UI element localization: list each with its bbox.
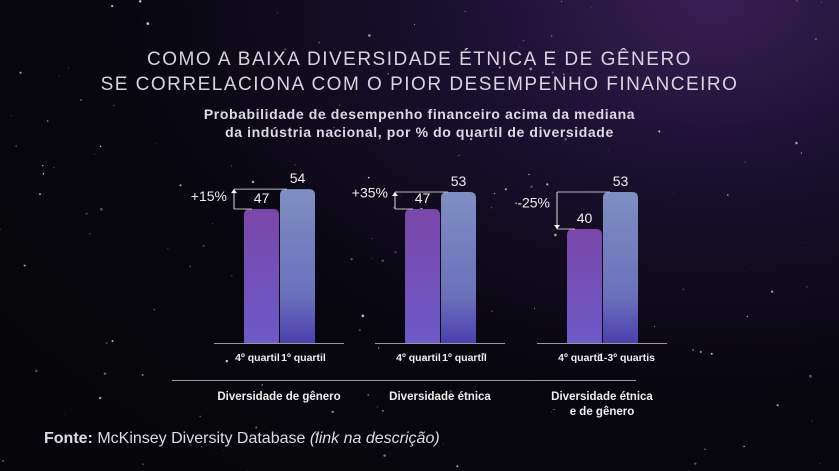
- category-label: 4º quartil: [235, 352, 280, 364]
- bar-value-label: 47: [415, 190, 431, 206]
- group-label: Diversidade étnica: [551, 391, 653, 403]
- category-label: 4º quartil: [558, 352, 603, 364]
- category-label: 1º quartil: [281, 352, 326, 364]
- group-label: Diversidade de gênero: [217, 391, 340, 403]
- source-label: Fonte:: [44, 430, 93, 447]
- source-text: McKinsey Diversity Database: [92, 430, 310, 447]
- group-label: e de gênero: [570, 406, 635, 418]
- arrow-head-icon: [231, 189, 237, 194]
- bar: [603, 191, 638, 343]
- source-note: Fonte: McKinsey Diversity Database (link…: [44, 430, 440, 448]
- chart-subtitle-line-2: da indústria nacional, por % do quartil …: [225, 124, 614, 140]
- difference-label: -25%: [517, 194, 550, 210]
- group-label: Diversidade étnica: [389, 391, 491, 403]
- difference-label: +35%: [352, 185, 388, 201]
- chart-title-line-1: COMO A BAIXA DIVERSIDADE ÉTNICA E DE GÊN…: [147, 49, 692, 70]
- arrow-head-icon: [554, 225, 560, 229]
- category-label: 4º quartil: [396, 352, 441, 364]
- bar-value-label: 47: [254, 190, 270, 206]
- bar-value-label: 53: [451, 173, 467, 189]
- difference-label: +15%: [191, 188, 227, 204]
- bar: [441, 191, 476, 343]
- bar: [405, 209, 440, 343]
- bar-value-label: 40: [577, 210, 593, 226]
- arrow-head-icon: [392, 191, 398, 196]
- bar: [280, 189, 315, 343]
- bar: [567, 229, 602, 343]
- bar: [244, 209, 279, 343]
- chart-title-line-2: SE CORRELACIONA COM O PIOR DESEMPENHO FI…: [100, 74, 739, 95]
- bar-value-label: 54: [290, 170, 306, 186]
- category-label: 1-3º quartis: [598, 352, 655, 364]
- bar-value-label: 53: [613, 173, 629, 189]
- source-link-note: (link na descrição): [309, 430, 440, 447]
- category-label: 1º quartil: [442, 352, 487, 364]
- chart-subtitle-line-1: Probabilidade de desempenho financeiro a…: [203, 106, 636, 122]
